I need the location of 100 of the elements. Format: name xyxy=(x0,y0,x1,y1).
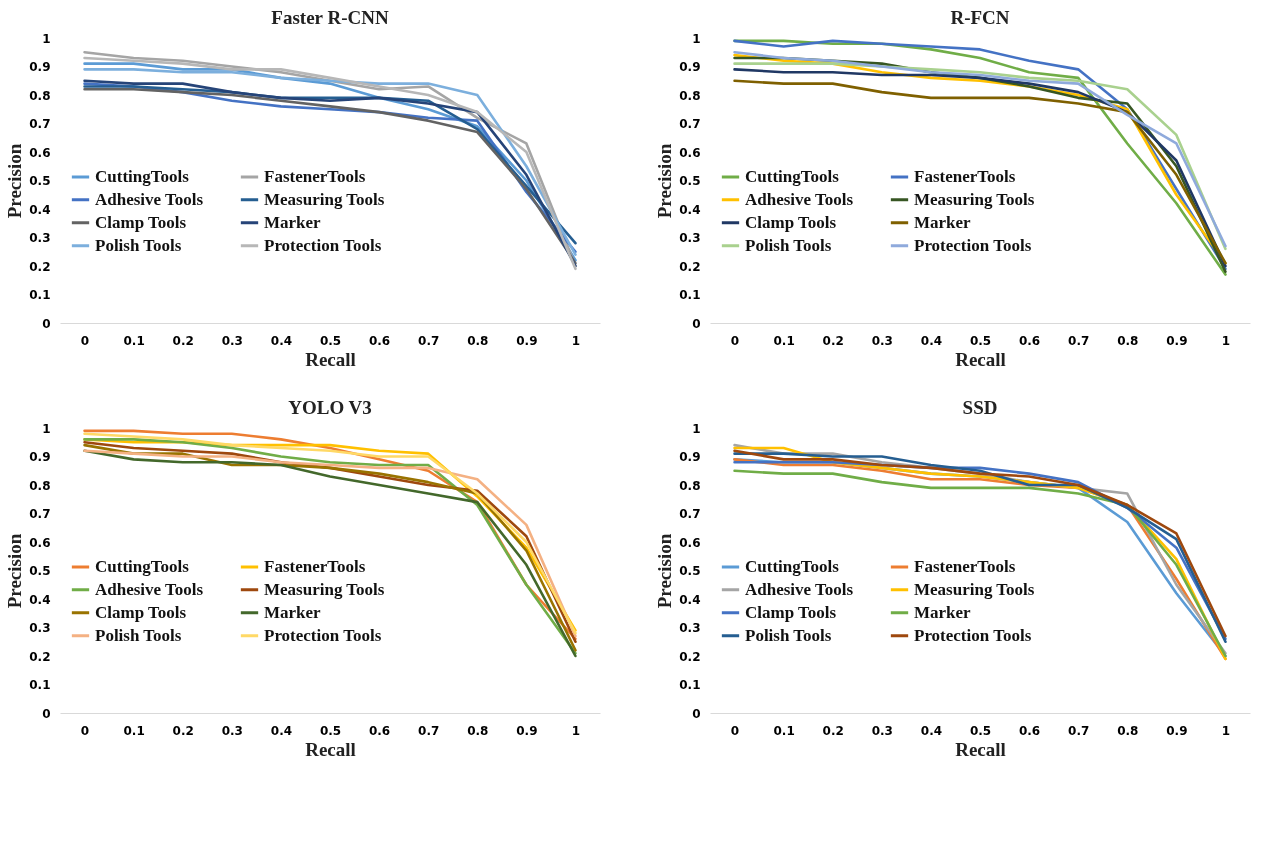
legend-label: Clamp Tools xyxy=(745,212,837,232)
legend-label: FastenerTools xyxy=(264,167,366,186)
x-tick-label: 0.2 xyxy=(822,333,844,348)
legend-label: Measuring Tools xyxy=(264,579,385,599)
legend-label: CuttingTools xyxy=(95,167,190,186)
y-tick-label: 0.3 xyxy=(679,231,701,245)
x-tick-label: 0.2 xyxy=(172,723,194,738)
x-tick-label: 0.5 xyxy=(319,333,342,348)
legend-label: Measuring Tools xyxy=(914,579,1035,599)
y-tick-label: 0.2 xyxy=(29,259,51,274)
legend-label: Protection Tools xyxy=(914,235,1032,255)
x-tick-label: 0 xyxy=(730,723,740,738)
legend-label: Clamp Tools xyxy=(95,602,187,622)
y-tick-label: 0.4 xyxy=(29,202,51,217)
y-tick-label: 0.4 xyxy=(29,592,51,607)
x-tick-label: 0.3 xyxy=(221,333,243,348)
x-tick-label: 1 xyxy=(1221,723,1231,738)
y-tick-label: 0.3 xyxy=(29,231,51,245)
y-tick-label: 0 xyxy=(692,316,701,331)
x-tick-label: 0.7 xyxy=(1068,723,1090,738)
x-tick-label: 0.8 xyxy=(1117,723,1139,738)
x-tick-label: 0.9 xyxy=(516,333,538,348)
legend-label: CuttingTools xyxy=(745,167,840,186)
y-tick-label: 0.8 xyxy=(29,88,51,103)
y-tick-label: 0.9 xyxy=(679,60,701,74)
y-tick-label: 0.7 xyxy=(679,117,701,131)
y-tick-label: 0.7 xyxy=(29,117,51,131)
x-tick-label: 0.5 xyxy=(969,333,992,348)
y-tick-label: 0.6 xyxy=(29,535,51,550)
x-tick-label: 0.7 xyxy=(418,333,440,348)
legend-label: Measuring Tools xyxy=(914,189,1035,209)
x-tick-label: 0.6 xyxy=(368,723,391,738)
y-tick-label: 0.9 xyxy=(29,60,51,74)
x-tick-label: 0.4 xyxy=(920,333,943,348)
chart-title: SSD xyxy=(962,397,998,418)
legend-label: CuttingTools xyxy=(95,557,190,576)
x-tick-label: 0 xyxy=(80,723,90,738)
y-tick-label: 0.7 xyxy=(679,507,701,521)
x-tick-label: 1 xyxy=(1221,333,1231,348)
y-tick-label: 0 xyxy=(42,706,51,721)
x-tick-label: 0.5 xyxy=(969,723,992,738)
x-tick-label: 0.9 xyxy=(516,723,538,738)
y-tick-label: 0.2 xyxy=(679,649,701,664)
x-tick-label: 0.3 xyxy=(871,333,893,348)
x-axis-title: Recall xyxy=(305,348,356,370)
x-axis-title: Recall xyxy=(305,738,356,760)
y-tick-label: 0.2 xyxy=(679,259,701,274)
y-tick-label: 0.6 xyxy=(679,145,701,160)
x-tick-label: 0.6 xyxy=(1018,333,1041,348)
legend-label: Adhesive Tools xyxy=(745,189,854,209)
legend-label: Adhesive Tools xyxy=(95,189,204,209)
y-axis-title: Precision xyxy=(654,143,676,219)
x-tick-label: 0.2 xyxy=(172,333,194,348)
y-tick-label: 0.7 xyxy=(29,507,51,521)
legend-label: Marker xyxy=(914,602,972,622)
legend-label: CuttingTools xyxy=(745,557,840,576)
x-tick-label: 0.4 xyxy=(270,333,293,348)
y-tick-label: 0.1 xyxy=(679,288,701,302)
y-tick-label: 0.5 xyxy=(679,564,701,578)
y-tick-label: 0.6 xyxy=(29,145,51,160)
x-tick-label: 0.6 xyxy=(368,333,391,348)
y-tick-label: 0.9 xyxy=(679,450,701,464)
legend-label: Polish Tools xyxy=(95,235,182,255)
x-tick-label: 0.7 xyxy=(418,723,440,738)
x-tick-label: 0.8 xyxy=(1117,333,1139,348)
x-tick-label: 0.3 xyxy=(871,723,893,738)
legend-label: Adhesive Tools xyxy=(745,579,854,599)
x-tick-label: 0.5 xyxy=(319,723,342,738)
y-tick-label: 0.5 xyxy=(29,564,51,578)
x-tick-label: 1 xyxy=(571,723,581,738)
y-tick-label: 0.4 xyxy=(679,202,701,217)
y-tick-label: 0.1 xyxy=(679,678,701,692)
y-tick-label: 0.5 xyxy=(679,174,701,188)
y-tick-label: 1 xyxy=(692,31,701,46)
legend-label: Measuring Tools xyxy=(264,189,385,209)
x-tick-label: 0.1 xyxy=(773,723,795,738)
y-tick-label: 0.3 xyxy=(29,621,51,635)
legend-label: Marker xyxy=(914,212,972,232)
legend-label: FastenerTools xyxy=(914,167,1016,186)
x-tick-label: 0.1 xyxy=(123,333,145,348)
x-tick-label: 0.6 xyxy=(1018,723,1041,738)
x-tick-label: 0 xyxy=(730,333,740,348)
legend-label: Adhesive Tools xyxy=(95,579,204,599)
legend-label: FastenerTools xyxy=(914,557,1016,576)
x-tick-label: 0.9 xyxy=(1166,723,1188,738)
y-tick-label: 0.2 xyxy=(29,649,51,664)
y-tick-label: 1 xyxy=(42,421,51,436)
y-tick-label: 0.6 xyxy=(679,535,701,550)
x-tick-label: 0.4 xyxy=(920,723,943,738)
y-tick-label: 0 xyxy=(692,706,701,721)
y-axis-title: Precision xyxy=(654,533,676,609)
x-tick-label: 0.1 xyxy=(773,333,795,348)
x-tick-label: 0 xyxy=(80,333,90,348)
x-tick-label: 0.2 xyxy=(822,723,844,738)
x-tick-label: 0.9 xyxy=(1166,333,1188,348)
x-tick-label: 0.3 xyxy=(221,723,243,738)
x-tick-label: 0.8 xyxy=(467,333,489,348)
y-tick-label: 0.5 xyxy=(29,174,51,188)
x-axis-title: Recall xyxy=(955,738,1006,760)
y-tick-label: 0.8 xyxy=(29,478,51,493)
